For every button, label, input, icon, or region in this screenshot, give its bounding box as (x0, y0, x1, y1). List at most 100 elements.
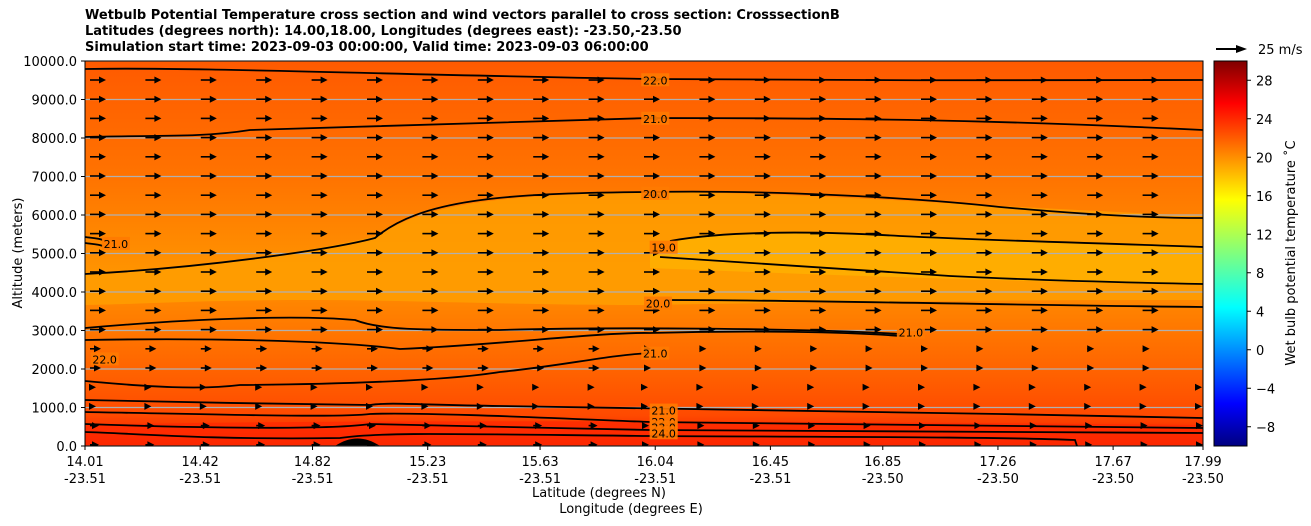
wind-vector-head (265, 287, 273, 295)
wind-vector-head (209, 326, 217, 334)
wind-vector-head (265, 191, 273, 199)
wind-vector-head (481, 364, 489, 372)
x-tick-label-lon: -23.50 (1092, 472, 1134, 487)
wind-vector-head (642, 422, 649, 430)
wind-vector-head (486, 95, 494, 103)
wind-vector-head (542, 268, 550, 276)
wind-vector-head (974, 422, 982, 430)
x-tick-label-lon: -23.51 (407, 472, 449, 487)
y-axis-label: Altitude (meters) (11, 198, 26, 309)
wind-vector-head (1139, 383, 1147, 391)
wind-vector-head (431, 76, 439, 84)
y-tick-label: 2000.0 (32, 363, 78, 378)
colorbar-tick-label: 12 (1256, 228, 1273, 243)
wind-vector-head (431, 114, 439, 122)
x-tick-label-lat: 16.85 (864, 455, 901, 470)
wind-vector-head (874, 306, 882, 314)
wind-vector-head (255, 402, 263, 410)
wind-vector-head (1040, 268, 1048, 276)
wind-vector-head (154, 210, 162, 218)
wind-vector-head (921, 364, 928, 372)
x-tick-label-lat: 17.99 (1184, 455, 1221, 470)
y-tick-label: 6000.0 (32, 209, 78, 224)
wind-vector-head (808, 441, 816, 446)
wind-vector-head (763, 210, 771, 218)
wind-vector-head (1096, 76, 1104, 84)
wind-vector-head (819, 153, 827, 161)
wind-vector-head (819, 306, 827, 314)
wind-vector-head (99, 153, 106, 161)
wind-vector-head (89, 383, 96, 391)
wind-vector-head (697, 441, 705, 446)
x-tick-label-lon: -23.51 (519, 472, 561, 487)
wind-vector-head (874, 249, 882, 257)
colorbar-tick-label: 20 (1256, 151, 1273, 166)
wind-vector-head (376, 210, 383, 218)
wind-vector-head (1151, 114, 1159, 122)
contour-label: 21.0 (643, 113, 668, 126)
wind-vector-head (99, 249, 106, 257)
contour-label: 21.0 (643, 348, 668, 361)
wind-vector-head (1151, 191, 1159, 199)
wind-vector-head (763, 230, 771, 238)
wind-vector-head (708, 287, 716, 295)
wind-vector-head (930, 76, 937, 84)
wind-vector-head (1096, 172, 1104, 180)
wind-vector-head (1031, 364, 1039, 372)
wind-vector-head (1040, 95, 1048, 103)
wind-vector-head (862, 402, 870, 410)
wind-vector-head (696, 383, 704, 391)
wind-vector-head (542, 134, 550, 142)
wind-vector-head (819, 287, 827, 295)
wind-vector-head (99, 172, 106, 180)
wind-vector-head (209, 210, 217, 218)
wind-vector-head (752, 422, 760, 430)
wind-vector-head (89, 402, 96, 410)
colorbar-tick-label: 24 (1256, 113, 1273, 128)
wind-vector-head (260, 345, 268, 353)
wind-vector-head (376, 134, 383, 142)
wind-vector-head (532, 383, 540, 391)
wind-vector-head (265, 95, 273, 103)
wind-vector-head (92, 422, 99, 430)
wind-vector-head (865, 364, 873, 372)
wind-vector-head (320, 114, 328, 122)
wind-vector-head (486, 230, 494, 238)
wind-vector-head (154, 172, 162, 180)
wind-vector-head (1040, 172, 1048, 180)
wind-vector-head (99, 210, 106, 218)
wind-vector-head (421, 402, 429, 410)
wind-vector-head (697, 422, 705, 430)
wind-vector-head (315, 364, 323, 372)
wind-vector-head (486, 306, 494, 314)
wind-vector-head (973, 402, 981, 410)
wind-vector-head (154, 191, 162, 199)
wind-vector-head (763, 287, 771, 295)
wind-vector-head (708, 172, 716, 180)
wind-vector-head (265, 134, 273, 142)
wind-vector-head (255, 383, 263, 391)
wind-vector-head (486, 76, 494, 84)
wind-vector-head (699, 345, 707, 353)
wind-vector-head (209, 249, 217, 257)
wind-vector-head (587, 402, 595, 410)
wind-vector-head (147, 422, 155, 430)
wind-vector-head (320, 326, 328, 334)
wind-vector-head (708, 76, 716, 84)
y-tick-label: 5000.0 (32, 248, 78, 263)
wind-vector-head (930, 306, 937, 314)
wind-vector-head (930, 230, 937, 238)
y-tick-label: 9000.0 (32, 94, 78, 109)
wind-vector-head (1151, 210, 1159, 218)
wind-vector-head (149, 364, 157, 372)
wind-vector-head (265, 114, 273, 122)
wind-vector-head (985, 172, 993, 180)
wind-vector-head (99, 287, 106, 295)
wind-vector-head (154, 249, 162, 257)
wind-vector-head (258, 441, 266, 446)
wind-vector-head (154, 268, 162, 276)
wind-vector-head (763, 153, 771, 161)
wind-vector-head (315, 345, 323, 353)
x-axis-label-longitude: Longitude (degrees E) (559, 502, 703, 517)
x-tick-label-lat: 16.04 (637, 455, 674, 470)
